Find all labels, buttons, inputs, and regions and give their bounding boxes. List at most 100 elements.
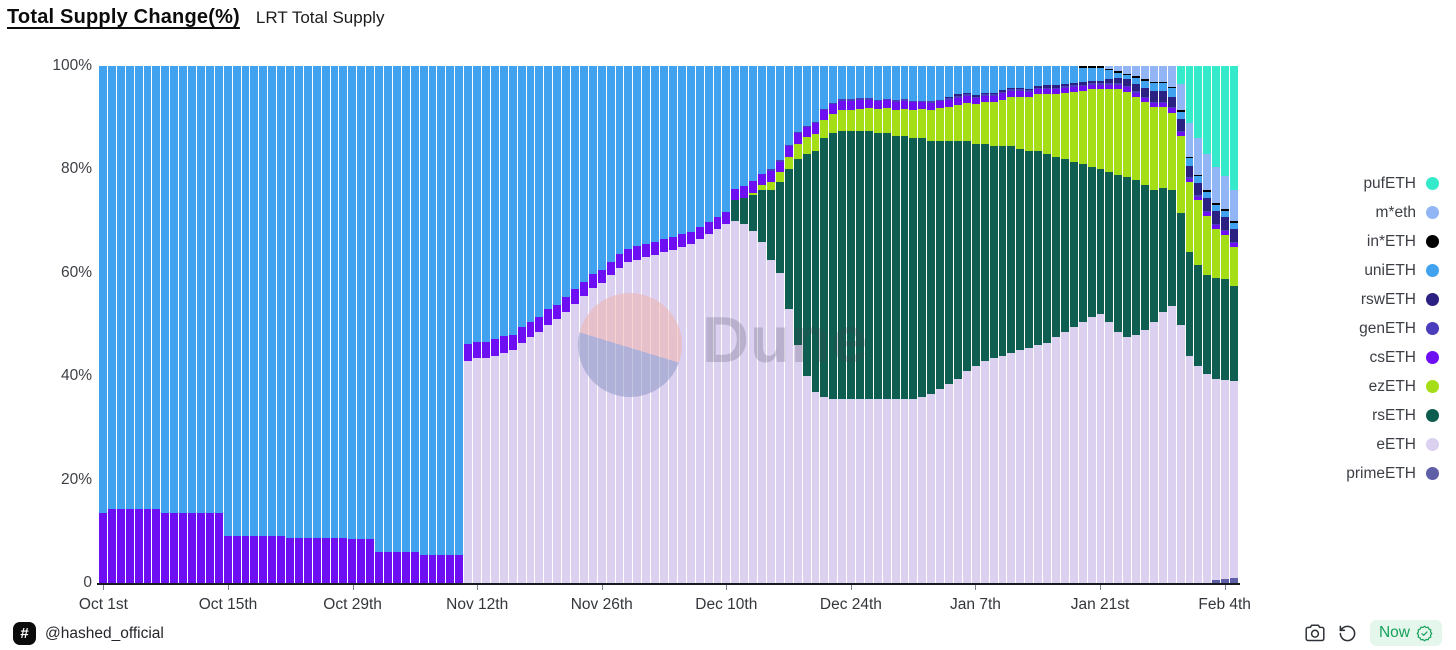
bar-day-2[interactable] <box>116 66 125 583</box>
bar-day-61[interactable] <box>642 66 651 583</box>
bar-day-18[interactable] <box>259 66 268 583</box>
footer-author[interactable]: # @hashed_official <box>13 620 164 647</box>
bar-day-16[interactable] <box>241 66 250 583</box>
bar-day-126[interactable] <box>1221 66 1230 583</box>
bar-day-50[interactable] <box>544 66 553 583</box>
bar-day-125[interactable] <box>1212 66 1221 583</box>
bar-day-1[interactable] <box>107 66 116 583</box>
bar-day-48[interactable] <box>526 66 535 583</box>
bar-day-76[interactable] <box>775 66 784 583</box>
bar-day-113[interactable] <box>1105 66 1114 583</box>
legend-item-primeeth[interactable]: primeETH <box>1346 459 1439 488</box>
legend-item-pufeth[interactable]: pufETH <box>1346 169 1439 198</box>
bar-day-91[interactable] <box>909 66 918 583</box>
bar-day-99[interactable] <box>980 66 989 583</box>
bar-day-22[interactable] <box>294 66 303 583</box>
bar-day-117[interactable] <box>1141 66 1149 583</box>
bar-day-68[interactable] <box>704 66 713 583</box>
bar-day-88[interactable] <box>882 66 891 583</box>
bar-day-24[interactable] <box>312 66 321 583</box>
bar-day-77[interactable] <box>784 66 793 583</box>
legend-item-eeth[interactable]: eETH <box>1346 430 1439 459</box>
bar-day-101[interactable] <box>998 66 1007 583</box>
bar-day-57[interactable] <box>606 66 615 583</box>
bar-day-46[interactable] <box>508 66 517 583</box>
hashed-logo-icon[interactable]: # <box>13 622 36 645</box>
bar-day-111[interactable] <box>1087 66 1096 583</box>
legend-item-meth[interactable]: m*eth <box>1346 198 1439 227</box>
bar-day-114[interactable] <box>1114 66 1123 583</box>
bar-day-120[interactable] <box>1167 66 1176 583</box>
bar-day-39[interactable] <box>446 66 455 583</box>
bar-day-59[interactable] <box>624 66 633 583</box>
bar-day-11[interactable] <box>196 66 205 583</box>
bar-day-55[interactable] <box>588 66 597 583</box>
bar-day-35[interactable] <box>410 66 419 583</box>
bar-day-0[interactable] <box>99 66 107 583</box>
bar-day-20[interactable] <box>277 66 286 583</box>
bar-day-7[interactable] <box>161 66 170 583</box>
legend-item-ezeth[interactable]: ezETH <box>1346 372 1439 401</box>
bar-day-122[interactable] <box>1185 66 1194 583</box>
bar-day-45[interactable] <box>499 66 508 583</box>
bar-day-54[interactable] <box>579 66 588 583</box>
bar-day-83[interactable] <box>838 66 847 583</box>
bar-day-78[interactable] <box>793 66 802 583</box>
legend-item-rseth[interactable]: rsETH <box>1346 401 1439 430</box>
bar-day-66[interactable] <box>686 66 695 583</box>
bar-day-60[interactable] <box>633 66 642 583</box>
bar-day-44[interactable] <box>490 66 499 583</box>
bar-day-102[interactable] <box>1007 66 1016 583</box>
bar-day-82[interactable] <box>829 66 838 583</box>
bar-day-13[interactable] <box>214 66 223 583</box>
bar-day-42[interactable] <box>473 66 481 583</box>
bar-day-38[interactable] <box>437 66 446 583</box>
bar-day-105[interactable] <box>1034 66 1043 583</box>
bar-day-93[interactable] <box>927 66 936 583</box>
bar-day-110[interactable] <box>1078 66 1087 583</box>
bar-day-6[interactable] <box>152 66 161 583</box>
bar-day-3[interactable] <box>125 66 134 583</box>
bar-day-109[interactable] <box>1069 66 1078 583</box>
bar-day-51[interactable] <box>553 66 562 583</box>
bar-day-41[interactable] <box>464 66 473 583</box>
bar-day-67[interactable] <box>695 66 704 583</box>
bar-day-36[interactable] <box>419 66 428 583</box>
bar-day-108[interactable] <box>1060 66 1069 583</box>
bar-day-56[interactable] <box>597 66 606 583</box>
bar-day-37[interactable] <box>428 66 437 583</box>
legend-item-geneth[interactable]: genETH <box>1346 314 1439 343</box>
bar-day-79[interactable] <box>802 66 811 583</box>
bar-day-100[interactable] <box>989 66 998 583</box>
bar-day-63[interactable] <box>660 66 668 583</box>
bar-day-28[interactable] <box>348 66 357 583</box>
bar-day-71[interactable] <box>731 66 740 583</box>
bar-day-127[interactable] <box>1230 66 1238 583</box>
bar-day-112[interactable] <box>1096 66 1105 583</box>
bar-day-49[interactable] <box>535 66 544 583</box>
freshness-badge[interactable]: Now <box>1369 620 1442 646</box>
bar-day-97[interactable] <box>962 66 971 583</box>
bar-day-47[interactable] <box>517 66 526 583</box>
bar-day-15[interactable] <box>232 66 241 583</box>
bar-day-69[interactable] <box>713 66 722 583</box>
bar-day-52[interactable] <box>562 66 571 583</box>
bar-day-98[interactable] <box>971 66 980 583</box>
bar-day-81[interactable] <box>820 66 829 583</box>
bar-day-25[interactable] <box>321 66 330 583</box>
bar-day-87[interactable] <box>873 66 882 583</box>
bar-day-33[interactable] <box>392 66 401 583</box>
screenshot-button[interactable] <box>1305 624 1325 642</box>
bar-day-74[interactable] <box>758 66 766 583</box>
bar-day-5[interactable] <box>143 66 152 583</box>
bar-day-94[interactable] <box>936 66 945 583</box>
author-handle[interactable]: @hashed_official <box>45 624 164 642</box>
bar-day-65[interactable] <box>677 66 686 583</box>
bar-day-30[interactable] <box>366 66 375 583</box>
bar-day-92[interactable] <box>918 66 927 583</box>
bar-day-96[interactable] <box>954 66 962 583</box>
bar-day-80[interactable] <box>811 66 820 583</box>
bar-day-70[interactable] <box>722 66 731 583</box>
bar-day-12[interactable] <box>205 66 214 583</box>
bar-day-9[interactable] <box>179 66 188 583</box>
